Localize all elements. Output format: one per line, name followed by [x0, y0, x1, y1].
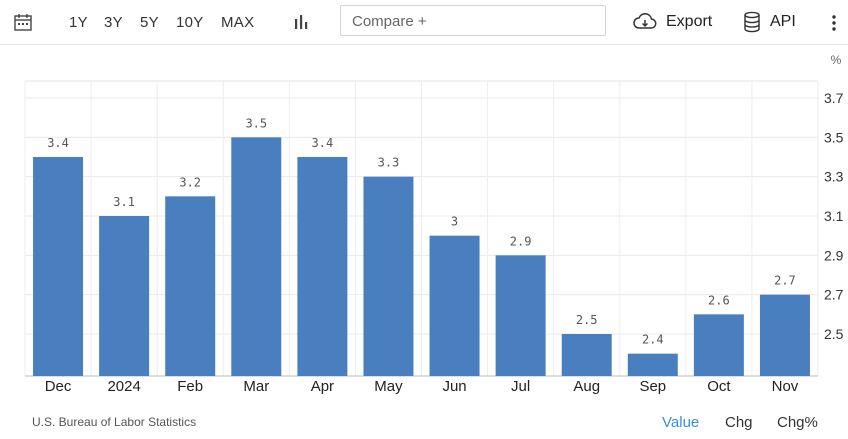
api-button[interactable]: API — [743, 11, 796, 33]
bar-value-label: 2.4 — [642, 333, 664, 347]
bar-value-label: 2.6 — [708, 293, 730, 307]
api-label: API — [770, 13, 796, 30]
x-tick-label: Apr — [311, 378, 334, 395]
bar-value-label: 2.5 — [576, 313, 598, 327]
y-tick-label: 2.9 — [824, 247, 844, 263]
range-3y-button[interactable]: 3Y — [104, 14, 123, 31]
bar-value-label: 3.2 — [179, 175, 201, 189]
bar-value-label: 2.7 — [774, 274, 796, 288]
y-tick-label: 2.7 — [824, 287, 844, 303]
bar-chart: % 3.7 3.5 3.3 3.1 2.9 2.7 2.5 3.4 Dec 3.1 2024 3.2 Fe… — [24, 53, 844, 395]
x-tick-label: Oct — [707, 378, 731, 395]
x-tick-label: 2024 — [107, 378, 140, 395]
source-label: U.S. Bureau of Labor Statistics — [32, 415, 197, 429]
bar-value-label: 2.9 — [510, 234, 532, 248]
bar-value-label: 3.3 — [378, 156, 400, 170]
database-icon — [743, 11, 761, 33]
bar — [231, 137, 282, 376]
x-tick-label: Nov — [772, 378, 799, 395]
export-label: Export — [666, 13, 713, 30]
range-1y-button[interactable]: 1Y — [69, 14, 88, 31]
bar — [561, 334, 612, 376]
bar — [627, 353, 678, 376]
x-tick-label: Mar — [243, 378, 269, 395]
x-tick-label: Aug — [573, 378, 600, 395]
calendar-icon[interactable] — [13, 12, 33, 32]
bar-value-label: 3.1 — [113, 195, 135, 209]
y-tick-label: 3.1 — [824, 208, 844, 224]
chart-toolbar: 1Y 3Y 5Y 10Y MAX Compare + Export — [0, 0, 848, 45]
x-tick-label: May — [374, 378, 403, 395]
bar-value-label: 3.5 — [245, 116, 267, 130]
y-tick-label: 3.5 — [824, 129, 844, 145]
x-tick-label: Jun — [442, 378, 466, 395]
bar — [495, 255, 546, 376]
x-tick-label: Feb — [177, 378, 203, 395]
bar-chart-icon[interactable] — [293, 13, 311, 31]
bar — [33, 157, 84, 376]
x-tick-label: Sep — [639, 378, 666, 395]
mode-value-tab[interactable]: Value — [662, 414, 700, 431]
x-tick-label: Dec — [45, 378, 72, 395]
bar — [693, 314, 744, 376]
bar — [429, 235, 480, 376]
compare-input[interactable]: Compare + — [340, 5, 606, 36]
cloud-download-icon — [633, 12, 657, 32]
y-unit-label: % — [831, 53, 842, 67]
y-tick-label: 3.3 — [824, 169, 844, 185]
export-button[interactable]: Export — [633, 12, 712, 32]
bar-value-label: 3.4 — [312, 136, 334, 150]
bar — [363, 176, 414, 376]
range-5y-button[interactable]: 5Y — [140, 14, 159, 31]
bar — [759, 294, 810, 376]
y-tick-label: 3.7 — [824, 90, 844, 106]
bar — [165, 196, 216, 376]
bar-value-label: 3 — [451, 215, 458, 229]
bar — [99, 216, 150, 376]
kebab-menu-icon[interactable] — [829, 14, 839, 32]
bar-value-label: 3.4 — [47, 136, 69, 150]
range-max-button[interactable]: MAX — [221, 14, 255, 31]
x-tick-label: Jul — [511, 378, 530, 395]
mode-chg-tab[interactable]: Chg — [725, 414, 753, 431]
y-tick-label: 2.5 — [824, 326, 844, 342]
range-10y-button[interactable]: 10Y — [176, 14, 204, 31]
bar — [297, 157, 348, 376]
mode-chgpct-tab[interactable]: Chg% — [777, 414, 818, 431]
